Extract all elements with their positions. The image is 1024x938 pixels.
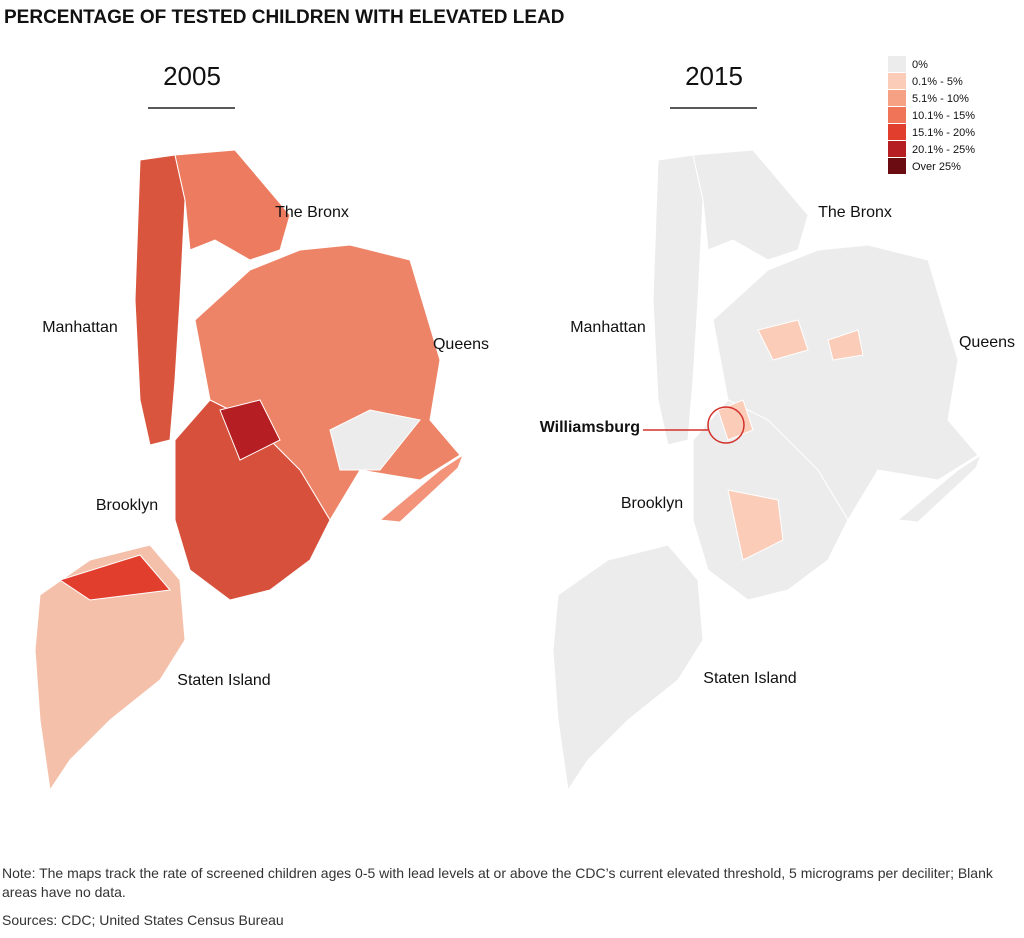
borough-label: The Bronx [275, 204, 349, 221]
borough-label: Manhattan [42, 319, 118, 336]
year-label: 2015 [685, 61, 743, 91]
borough-label: Queens [433, 336, 489, 353]
borough-shapes [34, 149, 465, 792]
legend-label: 20.1% - 25% [912, 144, 975, 156]
legend-label: 0.1% - 5% [912, 76, 963, 88]
sources: Sources: CDC; United States Census Burea… [2, 912, 284, 928]
legend-label: 10.1% - 15% [912, 110, 975, 122]
callout-label: Williamsburg [540, 419, 640, 436]
legend-label: 15.1% - 20% [912, 127, 975, 139]
note: Note: The maps track the rate of screene… [2, 865, 993, 900]
legend-swatch [888, 158, 906, 174]
legend-label: 5.1% - 10% [912, 93, 969, 105]
title: PERCENTAGE OF TESTED CHILDREN WITH ELEVA… [4, 7, 565, 28]
year-label: 2005 [163, 61, 221, 91]
legend-swatch [888, 124, 906, 140]
borough-label: Staten Island [703, 670, 796, 687]
legend-swatch [888, 107, 906, 123]
borough-label: Manhattan [570, 319, 646, 336]
maps: PERCENTAGE OF TESTED CHILDREN WITH ELEVA… [4, 7, 1015, 792]
legend-swatch [888, 90, 906, 106]
legend-swatch [888, 73, 906, 89]
borough-label: Brooklyn [96, 497, 158, 514]
legend-swatch [888, 56, 906, 72]
borough-label: Staten Island [177, 672, 270, 689]
borough-shapes [552, 149, 983, 792]
borough-label: Queens [959, 334, 1015, 351]
borough-label: Brooklyn [621, 495, 683, 512]
callout-circle [707, 406, 745, 444]
borough-label: The Bronx [818, 204, 892, 221]
legend-label: 0% [912, 59, 928, 71]
legend: 0% 0.1% - 5% 5.1% - 10% 10.1% - 15% 15.1% - … [888, 56, 975, 174]
legend-label: Over 25% [912, 161, 961, 173]
legend-swatch [888, 141, 906, 157]
